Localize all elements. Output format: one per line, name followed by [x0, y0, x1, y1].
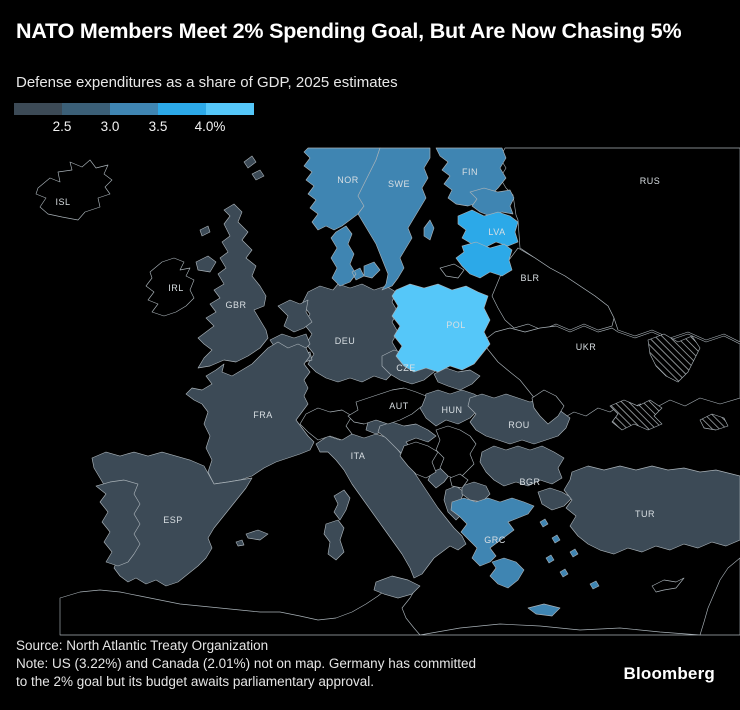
country-austria [347, 387, 427, 425]
country-serbia [435, 425, 477, 481]
country-label-tur: TUR [635, 509, 655, 519]
country-moldova [531, 389, 565, 425]
country-label-esp: ESP [163, 515, 183, 525]
country-sweden [357, 147, 431, 291]
country-greece [450, 497, 535, 589]
country-ireland [145, 257, 195, 317]
page-subtitle: Defense expenditures as a share of GDP, … [16, 74, 398, 91]
scottish-isles [199, 155, 265, 237]
country-switzerland [299, 407, 353, 441]
aegean-islands [539, 518, 600, 590]
color-legend: 2.5 3.0 3.5 4.0% [14, 103, 254, 136]
country-slovakia [433, 367, 481, 391]
legend-tick-1: 2.5 [52, 119, 72, 134]
country-label-grc: GRC [484, 535, 506, 545]
note-text-line1: Note: US (3.22%) and Canada (2.01%) not … [16, 656, 476, 672]
note-text-line2: to the 2% goal but its budget awaits par… [16, 674, 374, 690]
country-belarus [491, 247, 615, 331]
country-label-cze: CZE [396, 363, 416, 373]
region-libya-egypt-coast [419, 623, 701, 636]
region-kaliningrad [439, 263, 465, 279]
legend-tick-4: 4.0% [194, 119, 226, 134]
island-gotland [423, 219, 435, 241]
country-label-ita: ITA [351, 451, 366, 461]
country-label-irl: IRL [168, 283, 184, 293]
country-label-hun: HUN [442, 405, 463, 415]
island-corsica [333, 489, 351, 521]
region-kosovo [449, 473, 469, 489]
footer: Source: North Atlantic Treaty Organizati… [16, 637, 636, 691]
country-iceland [35, 159, 113, 221]
source-text: Source: North Atlantic Treaty Organizati… [16, 638, 269, 653]
balearic-islands [235, 529, 269, 547]
region-turkish-thrace [537, 487, 573, 511]
country-label-rus: RUS [640, 176, 661, 186]
country-label-gbr: GBR [225, 300, 246, 310]
country-label-swe: SWE [388, 179, 410, 189]
legend-tick-2: 3.0 [100, 119, 120, 134]
legend-swatch-1 [14, 103, 62, 115]
country-label-lva: LVA [488, 227, 505, 237]
country-latvia [457, 209, 519, 249]
country-label-fra: FRA [253, 410, 273, 420]
country-label-deu: DEU [335, 336, 356, 346]
legend-swatch-5 [206, 103, 254, 115]
region-levant-coast [699, 557, 740, 636]
country-turkey [563, 465, 740, 555]
island-sardinia [323, 519, 345, 561]
country-portugal [95, 479, 141, 567]
country-label-blr: BLR [520, 273, 539, 283]
country-estonia [469, 187, 515, 217]
region-north-africa [59, 581, 421, 636]
country-lithuania [455, 241, 513, 279]
island-sicily [373, 575, 421, 599]
island-crete [527, 603, 561, 617]
country-denmark [330, 225, 381, 287]
country-label-pol: POL [446, 320, 466, 330]
country-bulgaria [479, 445, 565, 487]
page-title: NATO Members Meet 2% Spending Goal, But … [16, 19, 682, 43]
country-netherlands [277, 299, 313, 333]
bloomberg-logo: Bloomberg [623, 664, 715, 683]
legend-swatch-4 [158, 103, 206, 115]
country-label-fin: FIN [462, 167, 478, 177]
region-northern-ireland [195, 255, 217, 273]
region-eastern-ukraine-hatched [647, 333, 701, 383]
country-label-bgr: BGR [519, 477, 540, 487]
country-label-rou: ROU [508, 420, 530, 430]
country-label-aut: AUT [389, 401, 409, 411]
country-united-kingdom [197, 203, 269, 369]
country-label-nor: NOR [337, 175, 359, 185]
region-crimea-hatched [609, 399, 663, 431]
legend-swatch-3 [110, 103, 158, 115]
country-poland [391, 283, 491, 373]
legend-tick-3: 3.5 [148, 119, 168, 134]
country-north-macedonia [461, 481, 491, 503]
legend-swatch-2 [62, 103, 110, 115]
island-cyprus [651, 577, 685, 593]
country-label-ukr: UKR [576, 342, 597, 352]
country-bosnia [399, 441, 439, 479]
legend-ticks: 2.5 3.0 3.5 4.0% [14, 119, 254, 136]
country-hungary [419, 389, 485, 427]
country-label-isl: ISL [55, 197, 70, 207]
legend-color-bar [14, 103, 254, 115]
region-coastal-strip-hatched [699, 413, 729, 431]
